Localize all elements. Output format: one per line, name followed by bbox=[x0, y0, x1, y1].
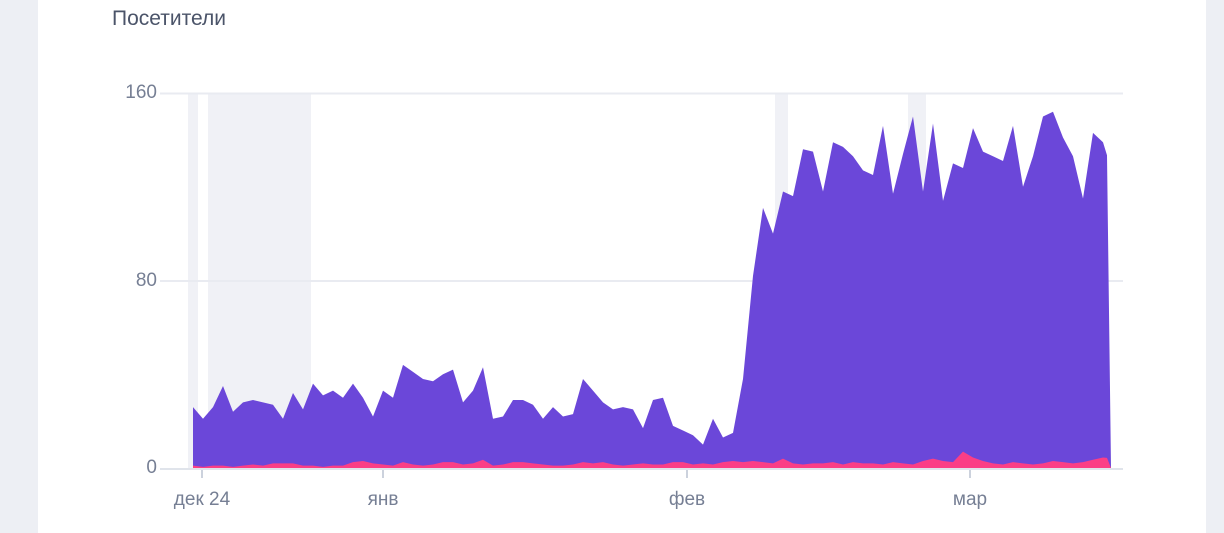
x-axis-label: фев bbox=[668, 489, 706, 510]
area-visitors-main bbox=[193, 111, 1111, 468]
y-axis-label: 160 bbox=[125, 82, 157, 103]
area-visitors-secondary bbox=[193, 451, 1111, 468]
chart-title: Посетители bbox=[112, 7, 226, 30]
y-axis-label: 80 bbox=[135, 269, 157, 291]
y-axis-label: 0 bbox=[146, 457, 157, 478]
x-axis-label: дек 24 bbox=[173, 489, 231, 510]
x-axis-label: янв bbox=[367, 489, 399, 510]
x-axis-label: мар bbox=[952, 489, 988, 510]
